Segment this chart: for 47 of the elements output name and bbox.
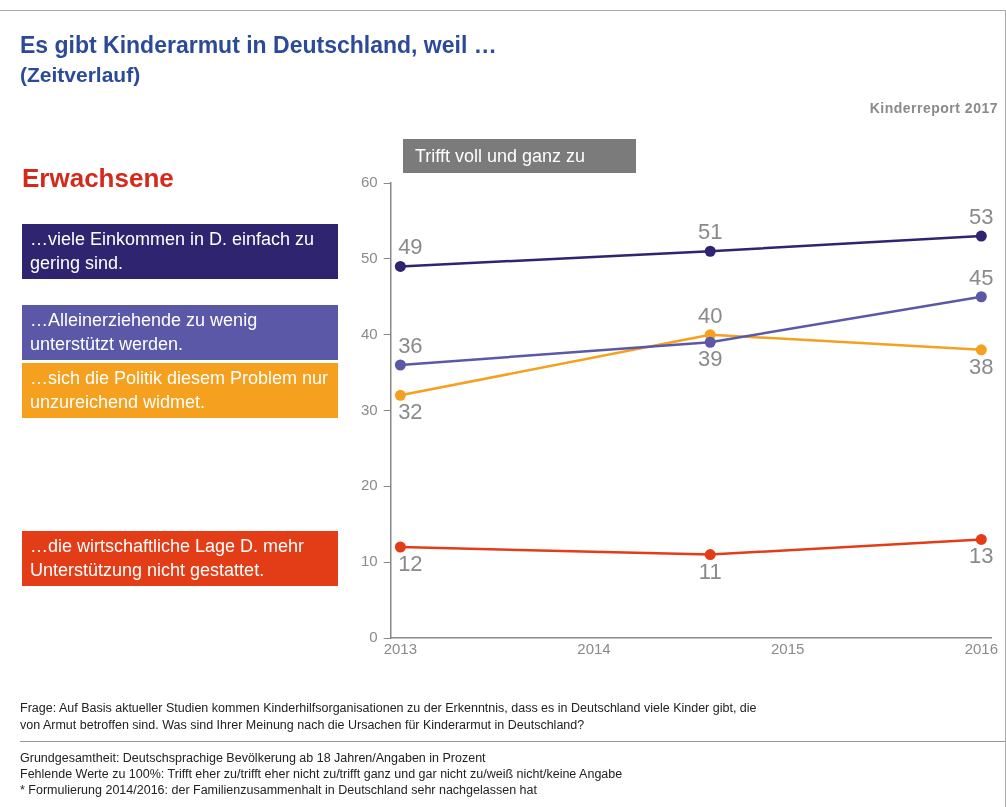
point	[704, 549, 716, 561]
x-tick-label: 2015	[770, 640, 805, 658]
y-tick-label: 60	[361, 173, 378, 191]
x-tick-label: 2016	[964, 640, 999, 658]
point	[394, 389, 406, 401]
point	[394, 541, 406, 553]
legend-title: Erwachsene	[22, 163, 174, 194]
text: Kinderreport 2017	[869, 100, 998, 116]
text: …sich die Politik diesem Problem nur unzureichend widmet.	[22, 363, 338, 418]
text: Trifft voll und ganz zu	[403, 139, 636, 173]
point	[394, 359, 406, 371]
text: …die wirtschaftliche Lage D. mehr Unterstützung nicht gestattet.	[22, 531, 338, 586]
y-tick-label: 20	[361, 476, 378, 494]
chart-title: Es gibt Kinderarmut in Deutschland, weil …	[20, 31, 497, 60]
text: Grundgesamtheit: Deutschsprachige Bevölkerung ab 18 Jahren/Angaben in Prozent	[20, 750, 487, 766]
text: (Zeitverlauf)	[20, 62, 142, 88]
point	[975, 230, 987, 242]
point	[704, 245, 716, 257]
data-label: 12	[398, 551, 423, 577]
point	[975, 344, 987, 356]
text: Frage: Auf Basis aktueller Studien kommen Kinderhilfsorganisationen zu der Erkenntnis, dass es in Deutschland viele Kinder gibt, die von Armut betroffen sind. Was sind Ihrer Meinung nach die Ursachen für Kinderarmut in Deutschland?	[20, 700, 758, 734]
text: …viele Einkommen in D. einfach zu gering sind.	[22, 224, 338, 279]
data-label: 11	[698, 558, 722, 584]
data-label: 13	[969, 543, 994, 569]
y-tick-label: 40	[361, 324, 378, 342]
data-label: 39	[697, 346, 723, 372]
data-label: 32	[398, 399, 423, 425]
x-tick-label: 2013	[383, 640, 418, 658]
data-label: 45	[969, 264, 994, 290]
data-label: 38	[969, 353, 994, 379]
text: * Formulierung 2014/2016: der Familienzusammenhalt in Deutschland sehr nachgelassen hat	[20, 782, 538, 798]
data-label: 36	[398, 333, 423, 359]
data-label: 40	[697, 302, 723, 328]
data-label: 51	[697, 219, 723, 245]
text: …Alleinerziehende zu wenig unterstützt werden.	[22, 305, 338, 360]
text: Fehlende Werte zu 100%: Trifft eher zu/trifft eher nicht zu/trifft ganz und gar nicht zu/weiß nicht/keine Angabe	[20, 766, 623, 782]
x-tick-label: 2014	[577, 640, 611, 658]
point	[704, 336, 716, 348]
y-tick-label: 30	[361, 400, 378, 418]
y-tick-label: 50	[361, 248, 378, 266]
point	[975, 533, 987, 545]
y-tick-label: 10	[361, 552, 378, 570]
point	[975, 291, 987, 303]
point	[394, 260, 406, 272]
data-label: 53	[969, 204, 994, 230]
data-label: 49	[398, 234, 423, 260]
y-tick-label: 0	[369, 628, 378, 646]
